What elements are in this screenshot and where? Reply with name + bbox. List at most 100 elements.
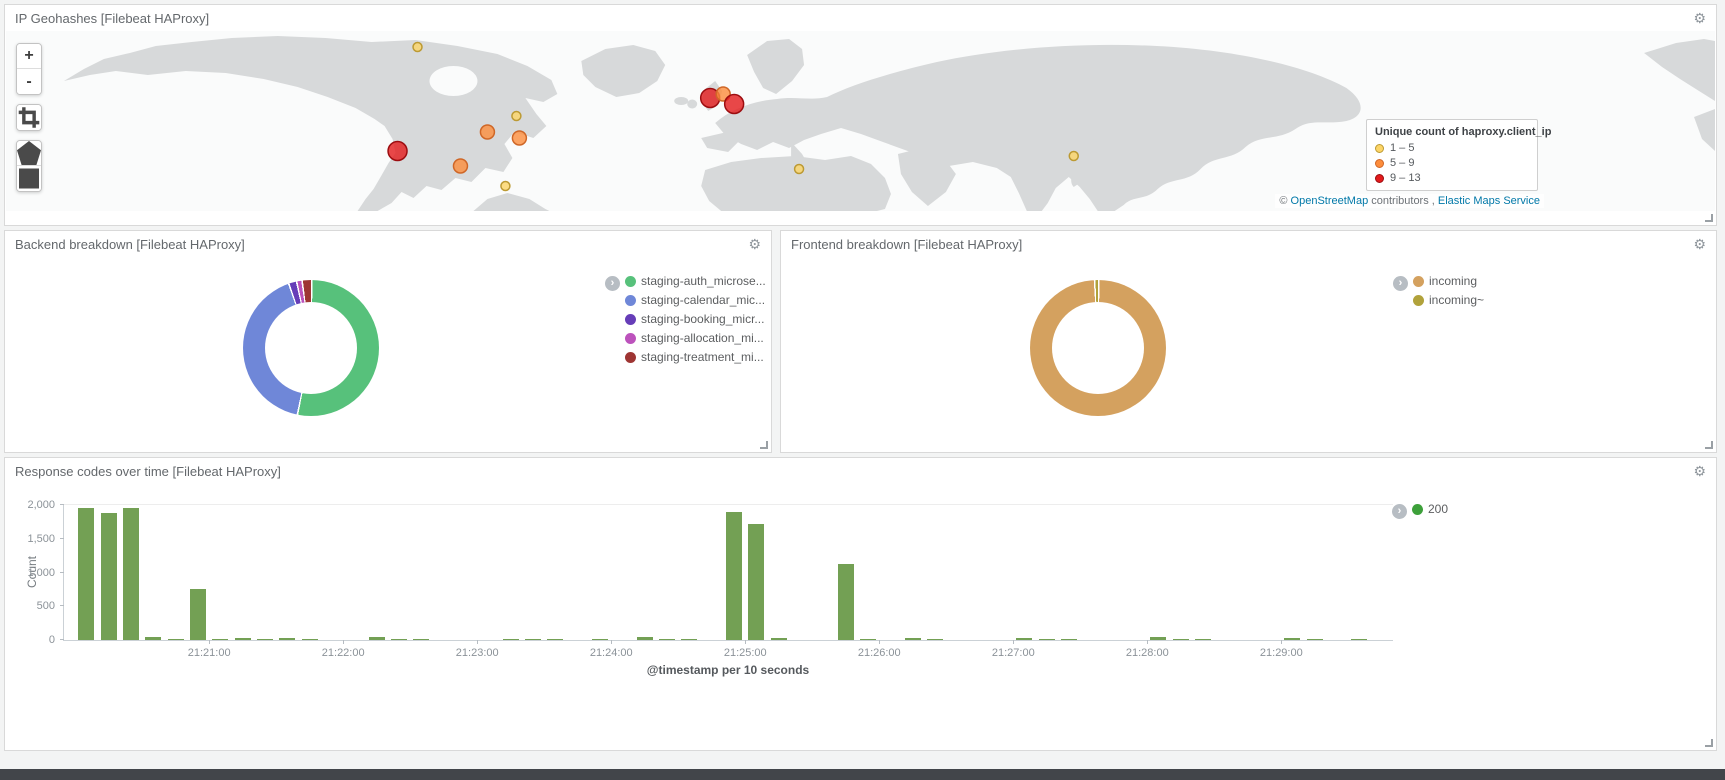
bar[interactable] <box>770 637 787 640</box>
bar[interactable] <box>1172 638 1189 640</box>
zoom-in-button[interactable]: + <box>17 44 41 69</box>
legend-item[interactable]: staging-auth_microse... <box>625 274 766 288</box>
bar[interactable] <box>1060 639 1077 640</box>
x-tick-mark <box>611 640 613 644</box>
fit-bounds-control-group <box>16 104 42 131</box>
bar[interactable] <box>502 638 519 640</box>
bar[interactable] <box>524 639 541 640</box>
bar[interactable] <box>1284 638 1301 640</box>
panel-title[interactable]: Frontend breakdown [Filebeat HAProxy] <box>791 236 1023 252</box>
legend-label: staging-treatment_mi... <box>641 350 764 364</box>
legend-dot-icon <box>1413 275 1424 287</box>
legend-item[interactable]: staging-calendar_mic... <box>625 293 766 307</box>
bar[interactable] <box>1150 636 1167 640</box>
bar[interactable] <box>189 588 206 640</box>
frontend-donut-chart[interactable] <box>1030 280 1166 416</box>
map-marker[interactable] <box>511 110 522 122</box>
bar[interactable] <box>547 639 564 640</box>
draw-rectangle-button[interactable] <box>17 166 41 191</box>
landmass <box>1071 138 1099 187</box>
bar[interactable] <box>145 637 162 640</box>
bar[interactable] <box>212 639 229 640</box>
x-tick-label: 21:26:00 <box>857 647 901 659</box>
map-marker[interactable] <box>387 140 408 162</box>
bar[interactable] <box>837 564 854 640</box>
x-tick-mark <box>477 640 479 644</box>
y-tick-mark <box>60 639 64 640</box>
resize-handle[interactable] <box>1705 214 1713 222</box>
draw-polygon-button[interactable] <box>17 141 41 166</box>
bar[interactable] <box>368 637 385 640</box>
openstreetmap-link[interactable]: OpenStreetMap <box>1290 195 1369 207</box>
bar[interactable] <box>636 637 653 640</box>
bar[interactable] <box>78 508 95 640</box>
bar[interactable] <box>122 508 139 640</box>
map-marker[interactable] <box>723 93 745 115</box>
bar[interactable] <box>301 639 318 640</box>
bar[interactable] <box>100 513 117 640</box>
gear-icon[interactable]: ⚙ <box>1693 236 1706 252</box>
x-tick-mark <box>1147 640 1149 644</box>
resize-handle[interactable] <box>1705 739 1713 747</box>
legend-item[interactable]: staging-allocation_mi... <box>625 331 766 345</box>
bar[interactable] <box>256 638 273 640</box>
bar[interactable] <box>926 639 943 640</box>
map-controls: + - <box>16 43 42 192</box>
response-codes-bar-chart[interactable]: 0 500 1,000 1,500 2,000 21:21:00 21:22:00 21:23… <box>27 499 1393 659</box>
resize-handle[interactable] <box>760 441 768 449</box>
bar[interactable] <box>234 637 251 640</box>
bar[interactable] <box>725 511 742 640</box>
bar[interactable] <box>658 638 675 640</box>
legend-label: 200 <box>1428 502 1449 516</box>
bar[interactable] <box>591 639 608 640</box>
legend-toggle-icon[interactable]: › <box>1392 504 1407 519</box>
fit-data-bounds-button[interactable] <box>17 105 41 130</box>
map-marker[interactable] <box>452 158 469 174</box>
gear-icon[interactable]: ⚙ <box>1693 10 1706 26</box>
map-legend-row: 5 – 9 <box>1375 157 1529 169</box>
legend-dot-icon <box>625 332 636 344</box>
map-marker[interactable] <box>793 163 805 175</box>
map-marker[interactable] <box>500 180 511 192</box>
bar[interactable] <box>1016 637 1033 640</box>
bar[interactable] <box>1351 639 1368 640</box>
bar[interactable] <box>279 638 296 640</box>
legend-item[interactable]: incoming~ <box>1413 293 1484 307</box>
legend-item[interactable]: 200 <box>1412 502 1448 516</box>
panel-title[interactable]: IP Geohashes [Filebeat HAProxy] <box>15 10 210 26</box>
resize-handle[interactable] <box>1705 441 1713 449</box>
backend-donut-chart[interactable] <box>243 280 379 416</box>
bar[interactable] <box>1194 639 1211 640</box>
landmass <box>747 39 805 94</box>
y-tick-mark <box>60 537 64 539</box>
panel-ip-geohashes: IP Geohashes [Filebeat HAProxy] ⚙ <box>4 4 1717 226</box>
bar[interactable] <box>413 639 430 640</box>
bar[interactable] <box>167 639 184 640</box>
map-marker[interactable] <box>1068 150 1079 162</box>
bar[interactable] <box>1038 638 1055 640</box>
legend-toggle-icon[interactable]: › <box>605 276 620 291</box>
bar[interactable] <box>390 639 407 640</box>
x-axis-title: @timestamp per 10 seconds <box>646 663 810 677</box>
elastic-maps-service-link[interactable]: Elastic Maps Service <box>1437 195 1540 207</box>
gear-icon[interactable]: ⚙ <box>1693 463 1706 479</box>
panel-title[interactable]: Backend breakdown [Filebeat HAProxy] <box>15 236 245 252</box>
bar[interactable] <box>748 523 765 640</box>
panel-title[interactable]: Response codes over time [Filebeat HAPro… <box>15 463 281 479</box>
legend-toggle-icon[interactable]: › <box>1393 276 1408 291</box>
bar[interactable] <box>1306 638 1323 640</box>
panel-header: IP Geohashes [Filebeat HAProxy] ⚙ <box>5 5 1716 31</box>
legend-item[interactable]: staging-booking_micr... <box>625 312 766 326</box>
bar[interactable] <box>904 638 921 640</box>
legend-item[interactable]: staging-treatment_mi... <box>625 350 766 364</box>
world-map[interactable]: + - Unique count <box>6 31 1715 211</box>
map-marker[interactable] <box>511 130 528 146</box>
bar[interactable] <box>681 639 698 640</box>
zoom-out-button[interactable]: - <box>17 69 41 94</box>
legend-dot-icon <box>625 351 636 363</box>
gear-icon[interactable]: ⚙ <box>748 236 761 252</box>
map-marker[interactable] <box>412 41 423 53</box>
bar[interactable] <box>859 638 876 640</box>
legend-item[interactable]: incoming <box>1413 274 1484 288</box>
map-marker[interactable] <box>479 124 496 140</box>
